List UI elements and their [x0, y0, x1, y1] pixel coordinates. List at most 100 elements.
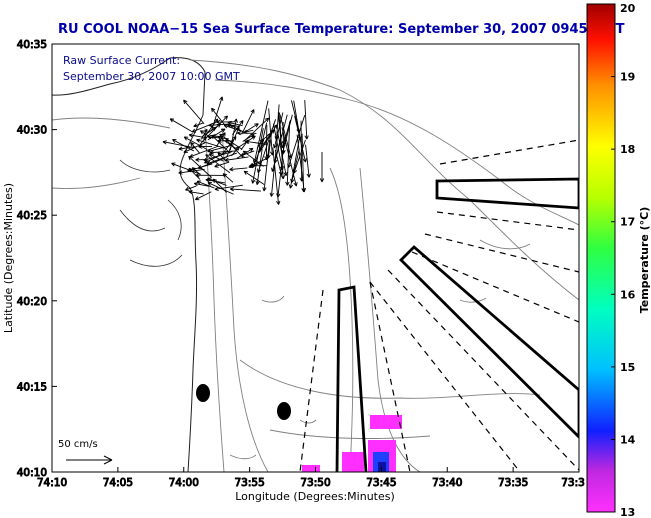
y-tick-label: 40:30 — [17, 125, 47, 137]
station-marker — [277, 402, 291, 420]
current-vector — [272, 147, 281, 205]
current-vector — [304, 100, 309, 140]
current-vector — [188, 133, 201, 138]
current-vector — [229, 167, 248, 172]
current-vector — [216, 132, 226, 146]
current-vector — [266, 128, 273, 159]
current-vector — [255, 148, 263, 185]
colorbar-tick-label: 20 — [620, 2, 636, 15]
current-vector — [240, 139, 249, 151]
y-tick-label: 40:20 — [17, 296, 47, 308]
current-vector — [281, 127, 298, 187]
current-vector — [268, 108, 275, 156]
x-tick-label: 74:00 — [169, 477, 199, 489]
colorbar-tick-label: 13 — [620, 506, 635, 518]
current-vector — [194, 191, 212, 201]
current-vector — [237, 130, 257, 136]
colorbar-tick-label: 18 — [620, 143, 635, 156]
radar-sectors — [335, 177, 579, 472]
current-vector — [193, 181, 210, 187]
y-tick-label: 40:25 — [17, 210, 47, 222]
x-tick-label: 74:10 — [37, 477, 67, 489]
current-vector — [191, 121, 217, 133]
current-vector — [196, 180, 215, 189]
current-vector — [205, 123, 222, 135]
station-marker — [196, 384, 210, 402]
current-vector — [207, 182, 234, 195]
current-vector — [231, 146, 240, 157]
radar-beams — [299, 139, 579, 472]
current-vector — [190, 141, 201, 154]
current-vector — [287, 115, 306, 168]
current-vector — [198, 144, 213, 149]
x-tick-label: 73:3 — [561, 477, 585, 489]
colorbar-tick-label: 14 — [620, 433, 636, 446]
current-vector — [203, 118, 219, 138]
current-vector — [183, 142, 206, 153]
current-vector — [162, 140, 195, 149]
y-axis-label: Latitude (Degrees:Minutes) — [2, 183, 15, 333]
annotation-line-2: September 30, 2007 10:00 GMT — [63, 70, 240, 83]
y-tick-label: 40:35 — [17, 39, 47, 51]
current-vector — [183, 136, 208, 150]
x-tick-label: 73:50 — [300, 477, 330, 489]
current-vector — [214, 161, 230, 168]
y-tick-label: 40:15 — [17, 381, 47, 393]
current-vector — [183, 99, 205, 125]
current-vector — [207, 128, 226, 141]
current-vector — [221, 136, 237, 155]
x-tick-label: 73:40 — [432, 477, 462, 489]
colorbar-tick-label: 17 — [620, 216, 635, 229]
current-vector — [193, 122, 204, 128]
current-vector — [185, 185, 197, 191]
current-vector — [205, 154, 231, 174]
x-tick-label: 73:55 — [234, 477, 264, 489]
x-tick-label: 73:35 — [498, 477, 528, 489]
current-vector — [196, 138, 226, 149]
current-vector — [200, 128, 208, 140]
sst-patches — [302, 415, 402, 472]
current-vector — [207, 177, 227, 186]
coastline-inlet — [119, 159, 183, 267]
y-tick-label: 40:10 — [17, 467, 47, 479]
current-vector — [236, 147, 254, 159]
surface-current-vectors — [162, 96, 325, 205]
current-vector — [229, 187, 261, 192]
current-vector — [224, 156, 249, 163]
x-axis-label: Longitude (Degrees:Minutes) — [235, 490, 395, 503]
current-vector — [243, 123, 259, 134]
current-vector — [214, 184, 243, 191]
current-vector — [227, 123, 240, 128]
current-vector — [208, 153, 224, 162]
current-vector — [299, 120, 304, 182]
current-vector — [171, 162, 201, 175]
current-vector — [262, 139, 271, 192]
scale-label: 50 cm/s — [58, 439, 98, 450]
current-vector — [305, 144, 311, 178]
x-tick-label: 73:45 — [366, 477, 396, 489]
current-vector — [188, 155, 212, 178]
map-plot — [52, 44, 579, 472]
current-vector — [269, 135, 278, 197]
colorbar — [586, 3, 616, 513]
current-vector — [243, 117, 270, 142]
colorbar-tick-label: 15 — [620, 361, 635, 374]
current-vector — [279, 112, 286, 180]
colorbar-label: Temperature (°C) — [638, 207, 651, 314]
current-vector — [271, 114, 288, 172]
chart-title: RU COOL NOAA−15 Sea Surface Temperature:… — [58, 22, 625, 37]
current-vector — [187, 163, 213, 173]
current-vector — [277, 112, 284, 146]
current-vector — [319, 152, 325, 183]
x-tick-label: 74:05 — [103, 477, 133, 489]
annotation-line-1: Raw Surface Current: — [63, 54, 180, 67]
current-vector — [281, 122, 286, 154]
colorbar-tick-label: 19 — [620, 71, 635, 84]
current-vector — [169, 118, 193, 132]
scale-arrow — [66, 455, 113, 465]
current-vector — [211, 107, 226, 126]
current-vector — [229, 118, 238, 151]
current-vector — [195, 157, 207, 162]
current-vector — [241, 109, 255, 135]
